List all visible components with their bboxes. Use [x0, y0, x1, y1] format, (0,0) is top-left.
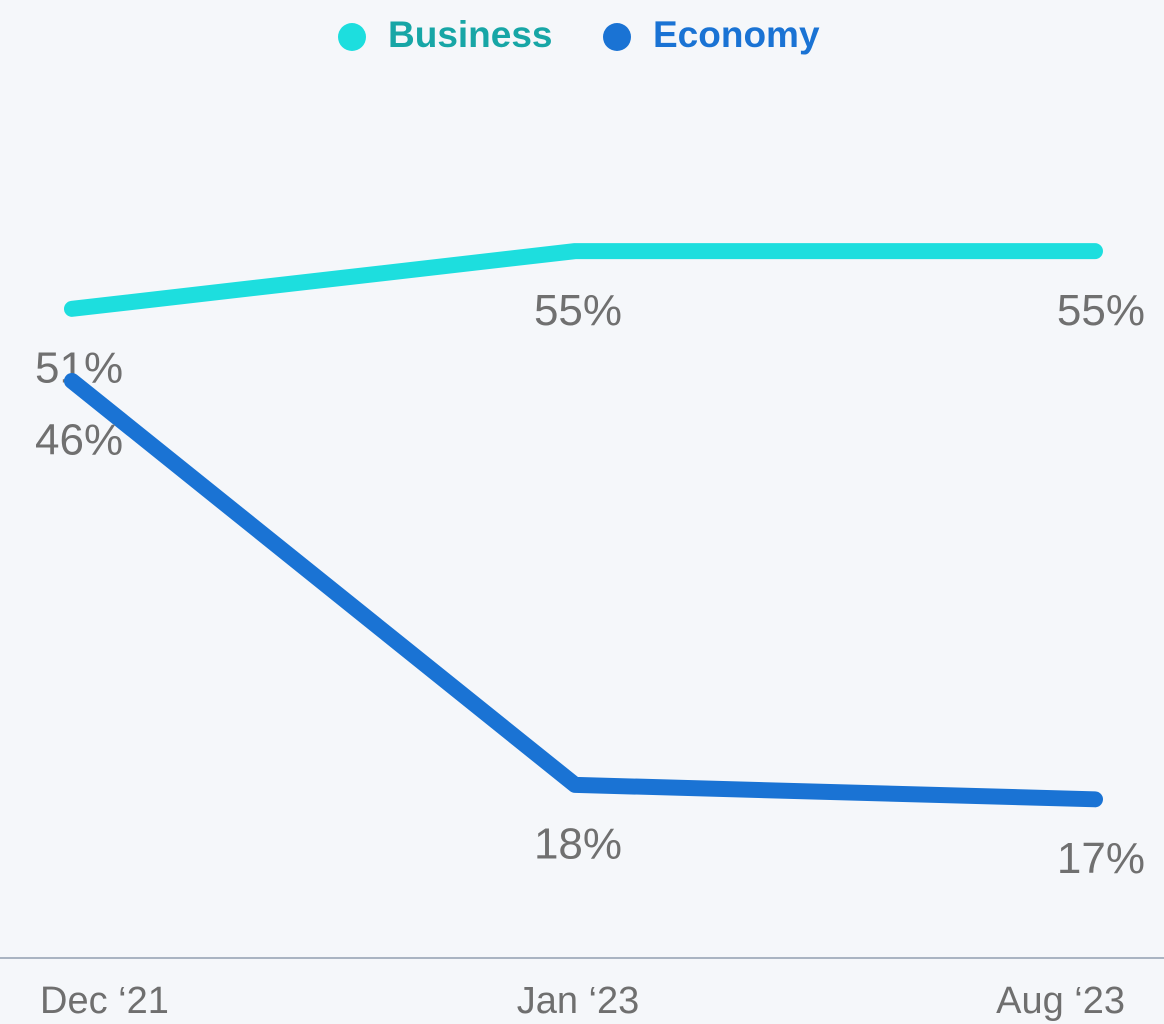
series-line [64, 243, 1103, 317]
x-tick-label: Jan ‘23 [517, 980, 640, 1022]
legend-label: Economy [653, 14, 820, 55]
legend-marker [603, 23, 631, 51]
data-label: 55% [534, 286, 622, 335]
data-label: 17% [1057, 834, 1145, 883]
x-tick-label: Dec ‘21 [40, 980, 169, 1022]
series-line [64, 372, 1103, 808]
data-label: 46% [35, 416, 123, 465]
x-tick-label: Aug ‘23 [996, 980, 1125, 1022]
data-label: 55% [1057, 286, 1145, 335]
legend-label: Business [388, 14, 553, 55]
data-label: 18% [534, 820, 622, 869]
legend-marker [338, 23, 366, 51]
